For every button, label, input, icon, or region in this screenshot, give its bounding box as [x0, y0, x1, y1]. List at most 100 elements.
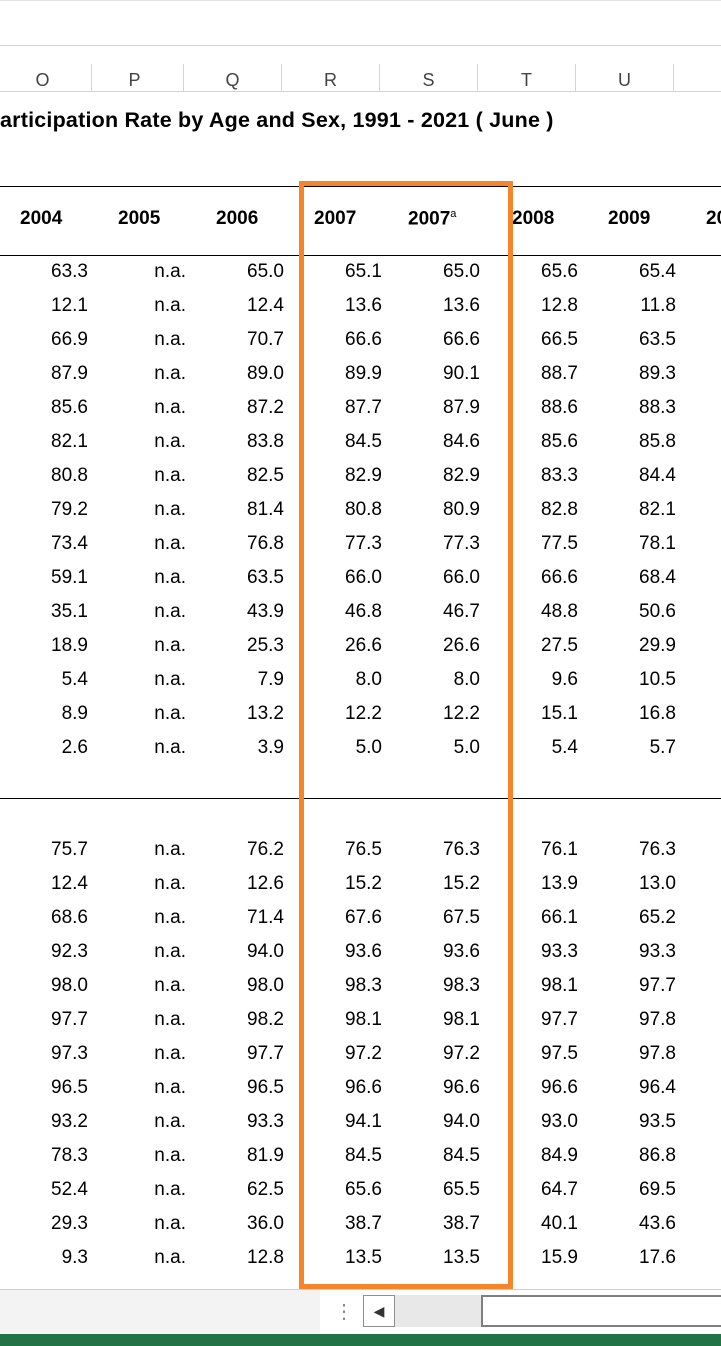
- table-cell[interactable]: 97.3: [51, 1043, 88, 1064]
- table-cell[interactable]: n.a.: [154, 329, 186, 350]
- table-cell[interactable]: 97.7: [541, 1009, 578, 1030]
- table-cell[interactable]: 98.3: [345, 975, 382, 996]
- table-cell[interactable]: 26.6: [443, 635, 480, 656]
- table-cell[interactable]: 83.8: [247, 431, 284, 452]
- table-cell[interactable]: 16.8: [639, 703, 676, 724]
- table-cell[interactable]: 5.4: [61, 669, 88, 690]
- table-cell[interactable]: 46.7: [443, 601, 480, 622]
- table-cell[interactable]: 9.3: [61, 1247, 88, 1268]
- table-cell[interactable]: 5.4: [551, 737, 578, 758]
- table-cell[interactable]: 18.9: [51, 635, 88, 656]
- table-cell[interactable]: 87.7: [345, 397, 382, 418]
- table-cell[interactable]: 7.9: [257, 669, 284, 690]
- column-header-s[interactable]: S: [380, 64, 478, 92]
- table-cell[interactable]: 13.5: [345, 1247, 382, 1268]
- table-cell[interactable]: 15.9: [541, 1247, 578, 1268]
- table-cell[interactable]: 77.3: [345, 533, 382, 554]
- table-cell[interactable]: 13.5: [443, 1247, 480, 1268]
- table-cell[interactable]: 11.8: [640, 295, 676, 316]
- scroll-left-arrow-icon[interactable]: ◀: [363, 1295, 395, 1327]
- table-cell[interactable]: 65.4: [639, 261, 676, 282]
- table-cell[interactable]: n.a.: [154, 941, 186, 962]
- table-cell[interactable]: n.a.: [154, 635, 186, 656]
- table-cell[interactable]: 8.9: [61, 703, 88, 724]
- table-cell[interactable]: 98.1: [345, 1009, 382, 1030]
- table-cell[interactable]: 63.5: [639, 329, 676, 350]
- table-cell[interactable]: 5.0: [453, 737, 480, 758]
- table-cell[interactable]: 3.9: [257, 737, 284, 758]
- table-cell[interactable]: 93.6: [345, 941, 382, 962]
- year-header[interactable]: 2009: [608, 208, 698, 230]
- table-cell[interactable]: 93.2: [51, 1111, 88, 1132]
- table-cell[interactable]: 98.0: [247, 975, 284, 996]
- scrollbar-track[interactable]: [395, 1295, 481, 1327]
- column-header-p[interactable]: P: [86, 64, 184, 92]
- table-cell[interactable]: 92.3: [51, 941, 88, 962]
- table-cell[interactable]: 98.0: [51, 975, 88, 996]
- table-cell[interactable]: 97.8: [639, 1043, 676, 1064]
- table-cell[interactable]: 97.7: [639, 975, 676, 996]
- table-cell[interactable]: 67.6: [345, 907, 382, 928]
- table-cell[interactable]: 68.4: [639, 567, 676, 588]
- year-header[interactable]: 2006: [216, 208, 306, 230]
- table-cell[interactable]: 13.9: [541, 873, 578, 894]
- table-cell[interactable]: 63.5: [247, 567, 284, 588]
- table-cell[interactable]: n.a.: [154, 1145, 186, 1166]
- table-cell[interactable]: 50.6: [639, 601, 676, 622]
- table-cell[interactable]: n.a.: [154, 295, 186, 316]
- table-cell[interactable]: 82.5: [247, 465, 284, 486]
- table-cell[interactable]: 12.8: [541, 295, 578, 316]
- table-cell[interactable]: 78.3: [51, 1145, 88, 1166]
- table-cell[interactable]: 13.6: [345, 295, 382, 316]
- table-cell[interactable]: 79.2: [51, 499, 88, 520]
- table-cell[interactable]: 13.6: [443, 295, 480, 316]
- table-cell[interactable]: 82.1: [639, 499, 676, 520]
- table-cell[interactable]: 68.6: [51, 907, 88, 928]
- table-cell[interactable]: 10.5: [639, 669, 676, 690]
- table-cell[interactable]: 82.9: [345, 465, 382, 486]
- table-cell[interactable]: 12.1: [51, 295, 88, 316]
- table-cell[interactable]: 97.5: [541, 1043, 578, 1064]
- table-cell[interactable]: 65.1: [345, 261, 382, 282]
- table-cell[interactable]: 80.9: [443, 499, 480, 520]
- table-cell[interactable]: n.a.: [154, 363, 186, 384]
- table-cell[interactable]: 12.4: [247, 295, 284, 316]
- table-cell[interactable]: 76.3: [639, 839, 676, 860]
- table-cell[interactable]: 29.9: [639, 635, 676, 656]
- vertical-dots-icon[interactable]: ⋮: [334, 1301, 354, 1323]
- table-cell[interactable]: 85.6: [51, 397, 88, 418]
- table-cell[interactable]: 96.6: [541, 1077, 578, 1098]
- table-cell[interactable]: 12.2: [345, 703, 382, 724]
- table-cell[interactable]: 94.1: [345, 1111, 382, 1132]
- table-cell[interactable]: n.a.: [154, 1179, 186, 1200]
- table-cell[interactable]: 77.3: [443, 533, 480, 554]
- table-cell[interactable]: 84.6: [443, 431, 480, 452]
- table-cell[interactable]: 38.7: [443, 1213, 480, 1234]
- year-header[interactable]: 2007: [314, 208, 404, 230]
- table-cell[interactable]: 64.7: [541, 1179, 578, 1200]
- table-cell[interactable]: 97.2: [443, 1043, 480, 1064]
- table-cell[interactable]: 5.0: [355, 737, 382, 758]
- table-cell[interactable]: 88.7: [541, 363, 578, 384]
- table-cell[interactable]: 12.8: [247, 1247, 284, 1268]
- table-cell[interactable]: 89.9: [345, 363, 382, 384]
- table-cell[interactable]: 97.7: [247, 1043, 284, 1064]
- table-cell[interactable]: 73.4: [51, 533, 88, 554]
- table-cell[interactable]: 84.5: [345, 431, 382, 452]
- table-cell[interactable]: 15.2: [345, 873, 382, 894]
- table-cell[interactable]: 8.0: [453, 669, 480, 690]
- table-cell[interactable]: 82.8: [541, 499, 578, 520]
- table-cell[interactable]: 81.9: [247, 1145, 284, 1166]
- table-cell[interactable]: 82.9: [443, 465, 480, 486]
- table-cell[interactable]: 98.1: [541, 975, 578, 996]
- table-cell[interactable]: 77.5: [541, 533, 578, 554]
- table-cell[interactable]: 84.5: [345, 1145, 382, 1166]
- table-cell[interactable]: n.a.: [154, 737, 186, 758]
- table-cell[interactable]: 96.6: [345, 1077, 382, 1098]
- table-cell[interactable]: n.a.: [154, 1043, 186, 1064]
- column-header-r[interactable]: R: [282, 64, 380, 92]
- table-cell[interactable]: 97.7: [51, 1009, 88, 1030]
- table-cell[interactable]: 89.0: [247, 363, 284, 384]
- year-header[interactable]: 2008: [512, 208, 602, 230]
- table-cell[interactable]: 87.9: [51, 363, 88, 384]
